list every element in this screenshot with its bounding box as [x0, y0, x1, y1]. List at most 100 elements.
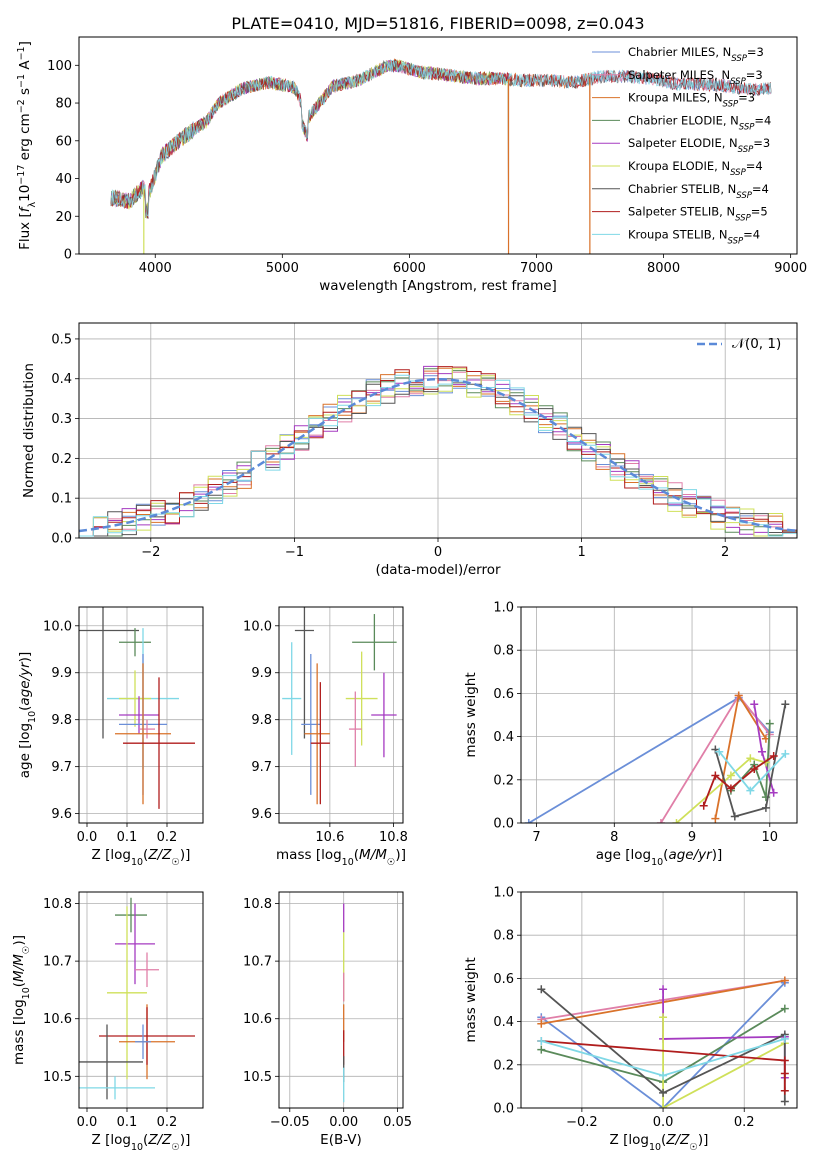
x-tick-label: 10.8: [379, 830, 408, 845]
weight-marker: [726, 784, 735, 793]
age_vs_Z-panel: 0.0 0.1 0.2 9.6 9.7 9.8 9.9 10.0 Z [log10(Z/Z☉)]…: [17, 606, 204, 868]
weight-series: [699, 752, 778, 810]
x-tick-label: 5000: [266, 261, 299, 276]
y-tick-label: 9.9: [51, 666, 72, 681]
legend-label: Salpeter MILES, NSSP=3: [628, 68, 763, 87]
spectrum-line: [110, 58, 772, 219]
x-axis-label: Z [log10(Z/Z☉)]: [92, 847, 191, 868]
weight-marker: [659, 985, 668, 994]
errorbar-point: [115, 897, 147, 933]
weight_vs_Z-panel: −0.2 0.0 0.2 0.0 0.2 0.4 0.6 0.8 1.0 Z [log10(Z/Z…: [463, 886, 798, 1153]
y-tick-label: 10.0: [43, 619, 72, 634]
y-tick-label: 0.5: [51, 332, 72, 347]
weight-marker: [780, 1056, 789, 1065]
weight-series: [659, 1013, 789, 1108]
errorbar-point: [99, 1007, 195, 1065]
x-tick-label: 0.1: [117, 1115, 138, 1130]
weight-marker: [730, 812, 739, 821]
x-tick-label: 7000: [520, 261, 553, 276]
weight-marker: [672, 819, 681, 823]
weight-marker: [656, 819, 665, 823]
x-tick-label: −1: [285, 545, 304, 560]
errorbar-point: [135, 952, 159, 988]
y-tick-label: 10.8: [43, 897, 72, 912]
y-tick-label: 10.5: [43, 1070, 72, 1085]
weight-marker: [781, 749, 790, 758]
y-tick-label: 9.8: [251, 713, 272, 728]
errorbar-point: [310, 682, 330, 805]
y-tick-label: 9.9: [251, 666, 272, 681]
x-axis-label: wavelength [Angstrom, rest frame]: [319, 278, 557, 294]
x-tick-label: 0.05: [383, 1115, 412, 1130]
weight-marker: [780, 1069, 789, 1078]
weight-marker: [746, 786, 755, 795]
y-tick-label: 0.4: [51, 372, 72, 387]
y-tick-label: 0.4: [493, 1015, 514, 1030]
y-tick-label: 20: [55, 210, 72, 225]
y-tick-label: 0.0: [493, 1102, 514, 1117]
x-tick-label: 7: [532, 830, 540, 845]
y-tick-label: 9.6: [51, 807, 72, 822]
x-tick-label: 0.0: [77, 830, 98, 845]
x-tick-label: 0.2: [157, 1115, 178, 1130]
errorbar-point: [79, 1024, 143, 1100]
y-tick-label: 0.4: [493, 730, 514, 745]
weight-line: [541, 1040, 786, 1091]
weight-marker: [746, 754, 755, 763]
x-tick-label: 2: [721, 545, 729, 560]
y-axis-label: Normed distribution: [21, 363, 37, 498]
weight-marker: [781, 700, 790, 709]
y-tick-label: 10.0: [243, 619, 272, 634]
weight-series: [750, 700, 778, 797]
errorbar-point: [139, 719, 155, 739]
weight-marker: [715, 747, 724, 756]
weight-marker: [537, 1019, 546, 1028]
x-tick-label: 0.00: [329, 1115, 358, 1130]
weight-marker: [699, 801, 708, 810]
axes-frame: [78, 36, 798, 255]
weight-marker: [780, 976, 789, 985]
weight-series: [711, 691, 770, 823]
weight-line: [540, 982, 786, 1108]
y-axis-label: Flux [fλ10−17 erg cm−2 s−1 A−1]: [16, 41, 38, 250]
y-tick-label: 100: [47, 59, 72, 74]
x-tick-label: −0.05: [270, 1115, 310, 1130]
errorbar-point: [79, 1076, 155, 1100]
x-tick-label: 0.2: [734, 1115, 755, 1130]
weight-marker: [659, 1088, 668, 1097]
x-tick-label: 8: [610, 830, 618, 845]
spectrum-line: [110, 60, 509, 254]
weight-marker: [780, 1097, 789, 1106]
residual-histogram-step: [79, 368, 797, 537]
spectrum-line: [110, 59, 509, 254]
weight-marker: [537, 1045, 546, 1054]
y-tick-label: 10.5: [243, 1070, 272, 1085]
legend-label: Chabrier ELODIE, NSSP=4: [628, 113, 771, 132]
x-tick-label: 0.0: [77, 1115, 98, 1130]
weight-marker: [769, 788, 778, 797]
mass_vs_Z-panel: 0.0 0.1 0.2 10.5 10.6 10.7 10.8 Z [log10(Z/Z☉)]…: [11, 891, 204, 1153]
weight-series: [715, 747, 790, 795]
errorbar-point: [348, 691, 362, 767]
y-tick-label: 0.1: [51, 492, 72, 507]
weight-line: [528, 696, 771, 823]
legend-label: Chabrier MILES, NSSP=3: [628, 45, 764, 64]
y-tick-label: 0.8: [493, 644, 514, 659]
x-tick-label: −2: [141, 545, 160, 560]
y-tick-label: 10.7: [243, 955, 272, 970]
y-tick-label: 80: [55, 97, 72, 112]
weight-marker: [659, 1013, 668, 1022]
x-axis-label: Z [log10(Z/Z☉)]: [92, 1132, 191, 1153]
spectrum-legend: Chabrier MILES, NSSP=3 Salpeter MILES, NS…: [592, 45, 771, 246]
errorbar-point: [123, 677, 195, 809]
x-tick-label: 0: [434, 545, 442, 560]
x-axis-label: mass [log10(M/M☉)]: [276, 847, 406, 868]
errorbar-point: [119, 670, 151, 727]
x-axis-label: age [log10(age/yr)]: [596, 847, 722, 868]
x-tick-label: 6000: [393, 261, 426, 276]
weight-line: [702, 755, 775, 807]
weight-marker: [537, 985, 546, 994]
y-tick-label: 9.7: [251, 760, 272, 775]
residuals-panel: −2 −1 0 1 2 0.0 0.1 0.2 0.3 0.4 0.5 (data-model)/er…: [21, 322, 798, 578]
axes-frame: [278, 606, 404, 824]
